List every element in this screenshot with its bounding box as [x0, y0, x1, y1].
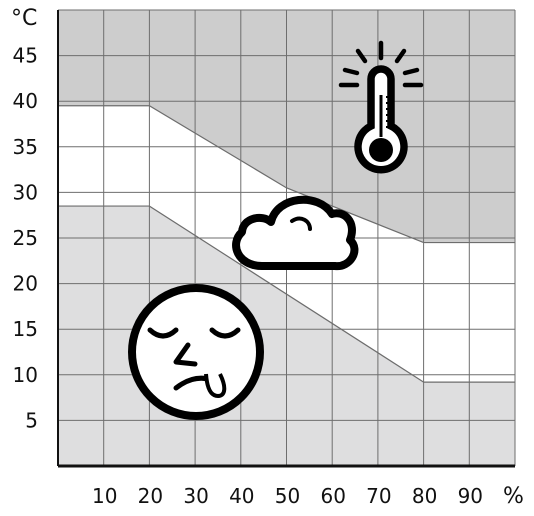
x-tick-label: 40 — [229, 484, 254, 508]
y-tick-label: 45 — [13, 44, 38, 68]
y-tick-label: 30 — [13, 180, 38, 204]
sick-face-icon — [128, 284, 264, 420]
x-tick-label: 20 — [138, 484, 163, 508]
x-tick-label: 30 — [183, 484, 208, 508]
x-tick-label: 60 — [320, 484, 345, 508]
y-tick-labels: 5 10 15 20 25 30 35 40 45 — [13, 44, 38, 433]
x-tick-label: 10 — [92, 484, 117, 508]
x-unit-label: % — [503, 484, 524, 509]
x-tick-label: 50 — [275, 484, 300, 508]
upper-boundary-line — [58, 105, 515, 244]
cloud-icon — [232, 195, 359, 271]
x-tick-label: 80 — [412, 484, 437, 508]
y-tick-label: 35 — [13, 135, 38, 159]
y-unit-label: °C — [11, 6, 37, 31]
x-tick-label: 70 — [366, 484, 391, 508]
y-tick-label: 25 — [13, 226, 38, 250]
x-tick-label: 90 — [458, 484, 483, 508]
x-tick-labels: 10 20 30 40 50 60 70 80 90 — [92, 484, 483, 508]
axes — [57, 10, 515, 468]
y-tick-label: 15 — [13, 317, 38, 341]
y-tick-label: 10 — [13, 363, 38, 387]
y-tick-label: 20 — [13, 272, 38, 296]
boundary-lines — [58, 105, 515, 383]
y-tick-label: 40 — [13, 89, 38, 113]
y-tick-label: 5 — [25, 408, 38, 432]
thermometer-icon — [338, 40, 424, 174]
lower-boundary-line — [58, 205, 515, 383]
